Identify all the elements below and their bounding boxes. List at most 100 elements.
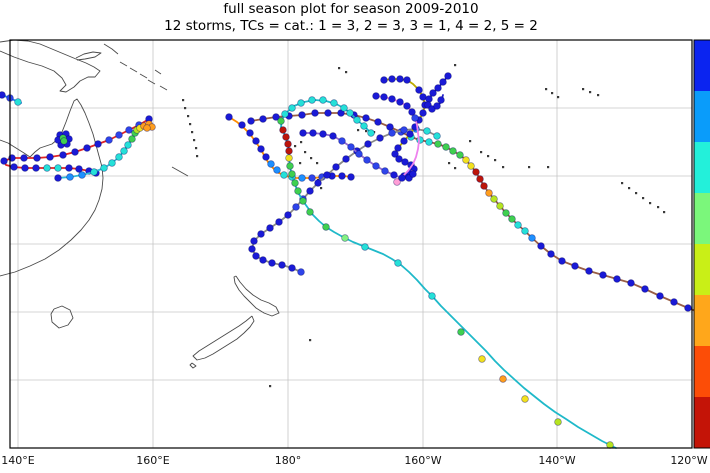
storm-intensity-marker — [324, 109, 332, 117]
storm-intensity-marker — [32, 164, 40, 172]
storm-01-track — [0, 115, 153, 177]
coastline — [50, 305, 74, 329]
coastline — [147, 79, 156, 85]
storm-intensity-marker — [285, 154, 293, 162]
island-speck — [196, 155, 199, 158]
storm-intensity-marker — [433, 102, 441, 110]
plot-title: full season plot for season 2009-2010 — [223, 1, 479, 17]
storm-intensity-marker — [411, 114, 419, 122]
island-speck — [454, 167, 457, 170]
island-speck — [597, 94, 600, 97]
storm-intensity-marker — [294, 187, 302, 195]
island-speck — [189, 123, 192, 126]
island-speck — [657, 206, 660, 209]
storm-intensity-marker — [14, 98, 22, 106]
colorbar-band — [694, 244, 710, 296]
coastline — [0, 98, 104, 277]
coastline — [129, 67, 138, 73]
storm-intensity-marker — [298, 174, 306, 182]
storm-intensity-marker — [439, 78, 447, 86]
x-tick-label: 160°W — [404, 454, 441, 467]
storm-intensity-marker — [355, 150, 363, 158]
storm-intensity-marker — [124, 141, 132, 149]
storm-intensity-marker — [75, 165, 83, 173]
storm-intensity-marker — [308, 174, 316, 182]
x-tick-label: 180° — [275, 454, 302, 467]
storm-intensity-marker — [319, 96, 327, 104]
storm-intensity-marker — [311, 109, 319, 117]
storm-intensity-marker — [462, 156, 470, 164]
storm-intensity-marker — [346, 109, 354, 117]
island-speck — [304, 151, 307, 154]
storm-11-track — [424, 72, 452, 113]
storm-intensity-marker — [285, 147, 293, 155]
storm-intensity-marker — [143, 124, 151, 132]
storm-intensity-marker — [78, 171, 86, 179]
storm-intensity-marker — [297, 99, 305, 107]
x-tick-label: 140°W — [538, 454, 575, 467]
storm-intensity-marker — [395, 155, 403, 163]
storm-intensity-marker — [396, 75, 404, 83]
axes-frame-layer — [9, 39, 693, 449]
storm-intensity-marker — [499, 375, 507, 383]
storm-intensity-marker — [257, 230, 265, 238]
storm-intensity-marker — [485, 189, 493, 197]
storm-intensity-marker — [268, 259, 276, 267]
island-speck — [357, 129, 360, 132]
storm-intensity-marker — [442, 143, 450, 151]
island-speck — [300, 141, 303, 144]
storm-intensity-marker — [476, 175, 484, 183]
storm-intensity-marker — [537, 242, 545, 250]
storm-intensity-marker — [115, 131, 123, 139]
island-speck — [310, 157, 313, 160]
storm-intensity-marker — [319, 130, 327, 138]
storm-intensity-marker — [656, 292, 664, 300]
island-speck — [480, 151, 483, 154]
storm-intensity-marker — [94, 140, 102, 148]
island-speck — [635, 192, 638, 195]
coastline — [171, 166, 189, 177]
storm-intensity-marker — [306, 208, 314, 216]
island-speck — [182, 99, 185, 102]
island-speck — [193, 139, 196, 142]
island-speck — [448, 162, 451, 165]
island-speck — [338, 67, 341, 70]
storm-intensity-marker — [381, 167, 389, 175]
storm-intensity-marker — [353, 116, 361, 124]
storm-intensity-marker — [599, 271, 607, 279]
storm-intensity-marker — [308, 96, 316, 104]
storm-intensity-marker — [408, 108, 416, 116]
coastline — [192, 315, 255, 361]
island-speck — [621, 182, 624, 185]
storm-intensity-marker — [347, 143, 355, 151]
storm-09-track-line — [375, 95, 420, 183]
storm-intensity-marker — [613, 275, 621, 283]
storm-tracks-layer — [0, 72, 699, 449]
coastline — [119, 61, 128, 67]
island-speck — [649, 202, 652, 205]
storm-intensity-marker — [434, 140, 442, 148]
storm-intensity-marker — [277, 117, 285, 125]
storm-intensity-marker — [585, 267, 593, 275]
storm-intensity-marker — [252, 252, 260, 260]
storm-intensity-marker — [280, 171, 288, 179]
storm-intensity-marker — [338, 137, 346, 145]
storm-intensity-marker — [266, 224, 274, 232]
island-speck — [557, 96, 560, 99]
storm-intensity-marker — [248, 245, 256, 253]
storm-intensity-marker — [120, 147, 128, 155]
island-speck — [494, 159, 497, 162]
storm-intensity-marker — [43, 164, 51, 172]
colorbar-band — [694, 346, 710, 398]
storm-intensity-marker — [374, 118, 382, 126]
storm-intensity-marker — [394, 259, 402, 267]
storm-intensity-marker — [415, 86, 423, 94]
island-speck — [365, 130, 368, 133]
storm-intensity-marker — [267, 160, 275, 168]
storm-intensity-marker — [288, 104, 296, 112]
storm-intensity-marker — [554, 418, 562, 426]
storm-intensity-marker — [423, 127, 431, 135]
storm-intensity-marker — [284, 140, 292, 148]
coastline — [0, 39, 101, 93]
